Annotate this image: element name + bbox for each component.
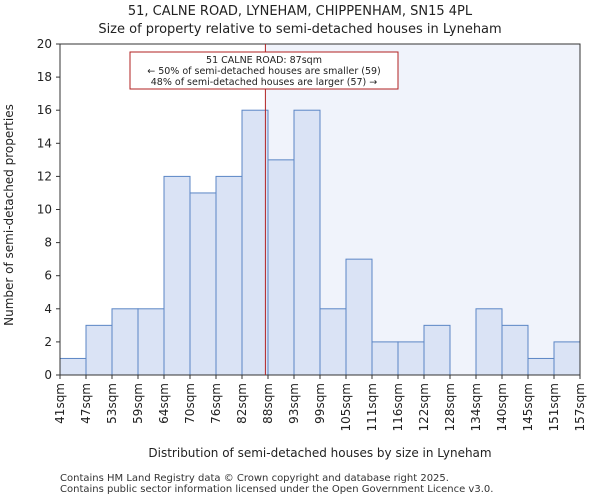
x-axis-label: Distribution of semi-detached houses by … xyxy=(148,446,492,460)
x-tick-label: 47sqm xyxy=(79,383,93,424)
bar xyxy=(553,341,581,376)
bar xyxy=(319,308,347,376)
bar xyxy=(267,159,295,376)
bar xyxy=(111,308,139,376)
bar xyxy=(501,324,529,376)
bar xyxy=(397,341,425,376)
y-tick-label: 10 xyxy=(37,203,52,217)
x-tick-label: 145sqm xyxy=(521,383,535,431)
bar xyxy=(137,308,165,376)
y-axis-label: Number of semi-detached properties xyxy=(2,104,16,326)
x-tick-label: 116sqm xyxy=(391,383,405,431)
annotation-line-1: 51 CALNE ROAD: 87sqm xyxy=(206,55,322,66)
annotation-line-3: 48% of semi-detached houses are larger (… xyxy=(151,77,378,88)
annotation-line-2: ← 50% of semi-detached houses are smalle… xyxy=(147,66,381,77)
x-tick-label: 88sqm xyxy=(261,383,275,424)
bar xyxy=(527,357,555,376)
y-tick-label: 4 xyxy=(44,302,52,316)
bar xyxy=(345,258,373,376)
x-tick-label: 53sqm xyxy=(105,383,119,424)
chart-subtitle: Size of property relative to semi-detach… xyxy=(98,22,502,37)
bar xyxy=(241,109,269,376)
y-tick-label: 18 xyxy=(37,70,52,84)
x-tick-label: 111sqm xyxy=(365,383,379,431)
bar xyxy=(59,357,87,376)
footer-licence: Contains public sector information licen… xyxy=(60,484,494,495)
bar xyxy=(163,175,191,376)
x-tick-label: 157sqm xyxy=(573,383,587,431)
x-tick-label: 41sqm xyxy=(53,383,67,424)
bar xyxy=(215,175,243,376)
bar xyxy=(293,109,321,376)
bar xyxy=(85,324,113,376)
x-tick-label: 76sqm xyxy=(209,383,223,424)
x-tick-label: 151sqm xyxy=(547,383,561,431)
x-tick-label: 128sqm xyxy=(443,383,457,431)
y-tick-label: 0 xyxy=(44,368,52,382)
x-tick-label: 105sqm xyxy=(339,383,353,431)
x-tick-label: 82sqm xyxy=(235,383,249,424)
x-tick-label: 64sqm xyxy=(157,383,171,424)
bar xyxy=(371,341,399,376)
y-tick-label: 2 xyxy=(44,335,52,349)
bar xyxy=(189,192,217,376)
x-tick-label: 70sqm xyxy=(183,383,197,424)
x-tick-label: 134sqm xyxy=(469,383,483,431)
chart-title: 51, CALNE ROAD, LYNEHAM, CHIPPENHAM, SN1… xyxy=(127,4,473,19)
y-tick-label: 12 xyxy=(37,169,52,183)
y-tick-label: 20 xyxy=(37,37,52,51)
x-tick-label: 99sqm xyxy=(313,383,327,424)
y-tick-label: 6 xyxy=(44,269,52,283)
footer-copyright: Contains HM Land Registry data © Crown c… xyxy=(60,473,449,484)
x-tick-label: 93sqm xyxy=(287,383,301,424)
x-tick-label: 122sqm xyxy=(417,383,431,431)
x-tick-label: 140sqm xyxy=(495,383,509,431)
y-tick-label: 14 xyxy=(37,136,52,150)
x-tick-label: 59sqm xyxy=(131,383,145,424)
bar xyxy=(475,308,503,376)
y-tick-label: 16 xyxy=(37,103,52,117)
annotation-box xyxy=(129,51,399,90)
y-tick-label: 8 xyxy=(44,236,52,250)
bar xyxy=(423,324,451,376)
